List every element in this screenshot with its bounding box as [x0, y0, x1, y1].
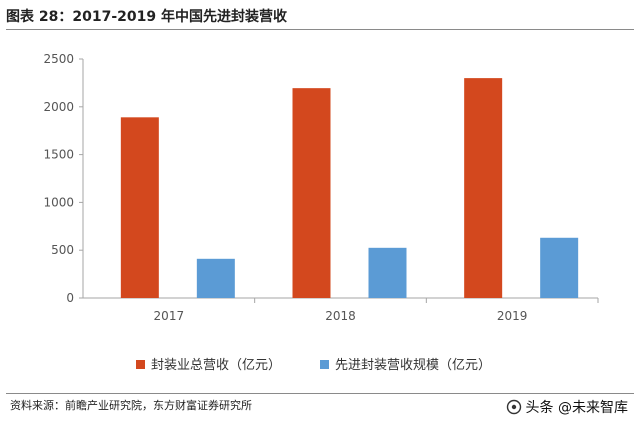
watermark: 头条 @未来智库 [499, 396, 634, 418]
x-tick-label: 2019 [497, 309, 528, 323]
legend-swatch [136, 360, 145, 369]
footer-divider [6, 393, 634, 394]
bar-chart: 0 500 1000 1500 2000 2500 2017 2018 2019 封装业总营收（亿… [43, 52, 599, 373]
legend-label: 封装业总营收（亿元） [151, 358, 281, 373]
y-tick-label: 2500 [43, 52, 74, 66]
bar-total-revenue-2017 [120, 117, 159, 298]
legend-label: 先进封装营收规模（亿元） [335, 358, 491, 373]
source-note: 资料来源：前瞻产业研究院，东方财富证券研究所 [10, 399, 252, 412]
bar-total-revenue-2018 [292, 88, 331, 299]
chart-title: 图表 28：2017-2019 年中国先进封装营收 [6, 9, 287, 25]
y-tick-label: 1500 [43, 148, 74, 162]
y-tick-label: 1000 [43, 195, 74, 209]
bar-advanced-packaging-2019 [540, 237, 579, 298]
bar-advanced-packaging-2017 [196, 258, 235, 298]
title-divider [6, 29, 634, 30]
legend-swatch [320, 360, 329, 369]
x-tick-label: 2018 [325, 309, 356, 323]
y-tick-label: 0 [66, 291, 74, 305]
bar-advanced-packaging-2018 [368, 247, 407, 298]
watermark-logo-icon [506, 399, 521, 415]
x-tick-label: 2017 [154, 309, 185, 323]
y-tick-label: 500 [51, 243, 74, 257]
bar-total-revenue-2019 [464, 78, 503, 299]
watermark-text: 头条 @未来智库 [525, 400, 628, 416]
y-tick-label: 2000 [43, 100, 74, 114]
